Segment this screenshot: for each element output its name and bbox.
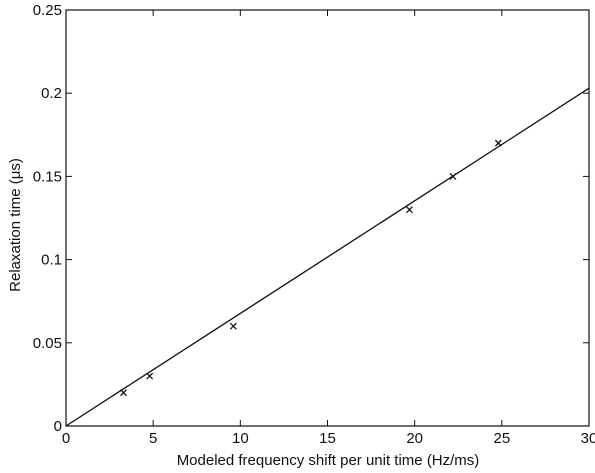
y-tick-label: 0.1 — [41, 252, 62, 269]
data-point — [146, 372, 154, 380]
fit-line — [65, 87, 590, 427]
x-tick-label: 20 — [406, 430, 423, 447]
x-tick-label: 15 — [319, 430, 336, 447]
x-tick-label: 0 — [62, 430, 70, 447]
data-point-stroke — [146, 372, 154, 380]
y-tick-label: 0.15 — [33, 168, 62, 185]
plot-layer: 0 5 10 15 20 25 30 0 0.05 0.1 0.15 0.2 0.25 — [33, 2, 595, 447]
y-tick-label: 0.2 — [41, 85, 62, 102]
data-point-stroke — [120, 389, 127, 397]
data-point-stroke — [494, 139, 502, 147]
y-tick-label: 0 — [54, 418, 62, 435]
data-point — [229, 322, 237, 330]
y-axis-label: Relaxation time (μs) — [7, 158, 24, 292]
data-point-stroke — [229, 322, 237, 330]
x-tick-label: 10 — [232, 430, 249, 447]
x-tick-label: 25 — [493, 430, 510, 447]
data-point-stroke — [405, 206, 413, 214]
x-tick-label: 30 — [581, 430, 595, 447]
data-point — [405, 206, 413, 214]
x-axis-label: Modeled frequency shift per unit time (H… — [177, 452, 480, 469]
y-tick-label: 0.25 — [33, 2, 62, 19]
x-tick-label: 5 — [149, 430, 157, 447]
y-tick-label: 0.05 — [33, 335, 62, 352]
